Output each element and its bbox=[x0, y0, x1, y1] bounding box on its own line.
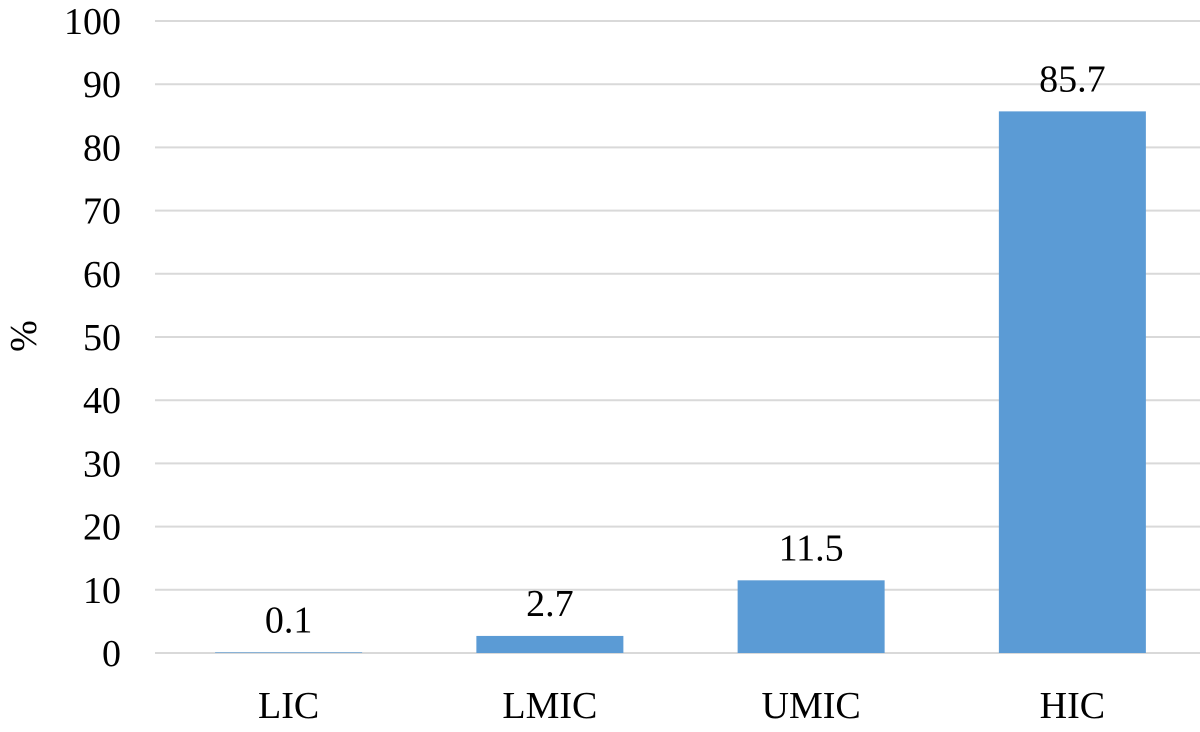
bar-hic bbox=[998, 111, 1146, 654]
y-tick-label: 30 bbox=[83, 443, 121, 485]
y-tick-label: 80 bbox=[83, 127, 121, 169]
data-labels: 0.1 2.7 11.5 85.7 bbox=[265, 58, 1106, 641]
bar-umic bbox=[737, 580, 885, 653]
x-axis-categories: LIC LMIC UMIC HIC bbox=[258, 685, 1105, 727]
y-tick-label: 0 bbox=[102, 633, 121, 675]
y-tick-label: 10 bbox=[83, 570, 121, 612]
y-tick-label: 90 bbox=[83, 64, 121, 106]
data-label-umic: 11.5 bbox=[779, 527, 844, 569]
y-tick-label: 40 bbox=[83, 380, 121, 422]
y-tick-label: 60 bbox=[83, 254, 121, 296]
data-label-lic: 0.1 bbox=[265, 599, 313, 641]
bar-lmic bbox=[476, 635, 624, 653]
gridlines bbox=[155, 20, 1200, 654]
category-label-lmic: LMIC bbox=[502, 685, 597, 727]
data-label-hic: 85.7 bbox=[1039, 58, 1106, 100]
y-axis-title: % bbox=[3, 320, 45, 352]
category-label-lic: LIC bbox=[258, 685, 319, 727]
y-tick-label: 20 bbox=[83, 507, 121, 549]
category-label-hic: HIC bbox=[1040, 685, 1105, 727]
category-label-umic: UMIC bbox=[762, 685, 861, 727]
y-tick-label: 100 bbox=[64, 1, 121, 43]
y-axis-ticks: 0 10 20 30 40 50 60 70 80 90 100 bbox=[64, 1, 121, 675]
bar-lic bbox=[215, 652, 363, 653]
y-tick-label: 70 bbox=[83, 191, 121, 233]
data-label-lmic: 2.7 bbox=[526, 583, 574, 625]
y-tick-label: 50 bbox=[83, 317, 121, 359]
bars bbox=[215, 111, 1146, 654]
